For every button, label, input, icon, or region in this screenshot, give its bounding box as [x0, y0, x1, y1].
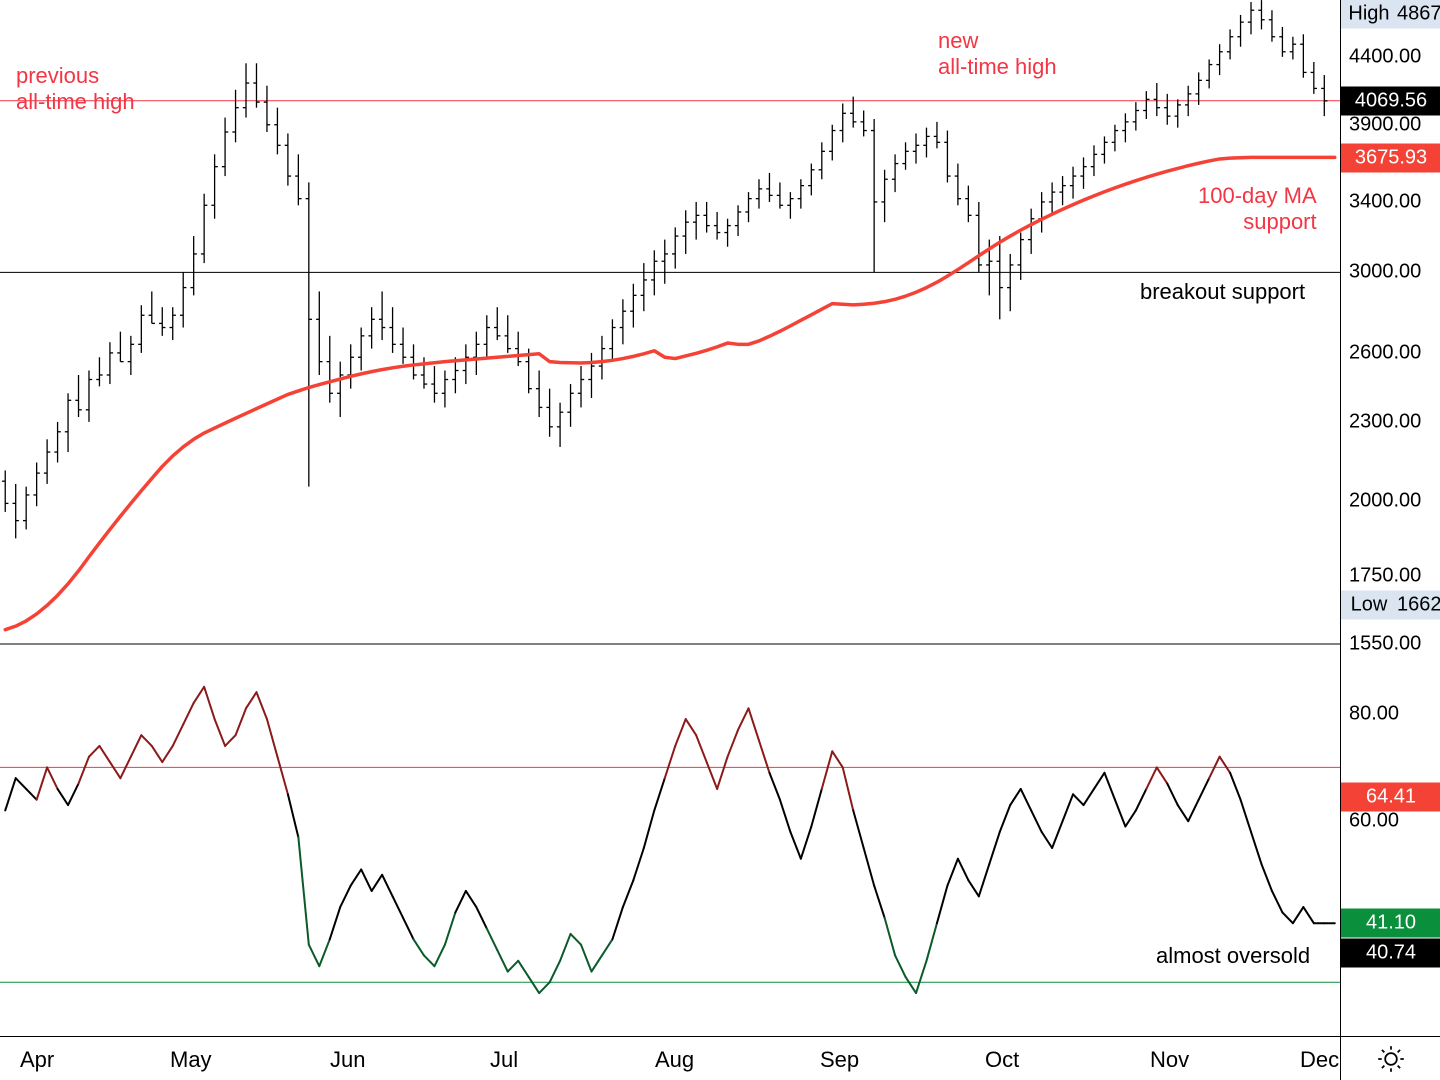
- rsi-below-tag: 40.74: [1341, 938, 1440, 967]
- y-tick: 2000.00: [1349, 489, 1421, 512]
- low-value: 1662.00: [1397, 590, 1440, 619]
- month-label: Aug: [655, 1047, 694, 1073]
- annotation: newall-time high: [938, 28, 1057, 80]
- annotation: almost oversold: [1156, 943, 1310, 969]
- high-value: 4867.81: [1397, 0, 1440, 29]
- y-tick: 3900.00: [1349, 113, 1421, 136]
- y-tick: 4400.00: [1349, 45, 1421, 68]
- month-label: Oct: [985, 1047, 1019, 1073]
- month-label: Dec: [1300, 1047, 1339, 1073]
- y-tick: 1550.00: [1349, 633, 1421, 656]
- rsi-upper-tag: 64.41: [1341, 783, 1440, 812]
- low-label: Low: [1341, 590, 1397, 619]
- y-tick: 2600.00: [1349, 341, 1421, 364]
- month-label: Nov: [1150, 1047, 1189, 1073]
- chart-svg: [0, 0, 1340, 1036]
- rsi-now-tag: 41.10: [1341, 908, 1440, 937]
- y-tick: 2300.00: [1349, 410, 1421, 433]
- settings-corner[interactable]: [1340, 1036, 1440, 1080]
- high-label: High: [1341, 0, 1397, 29]
- x-axis-months: Apr May Jun Jul Aug Sep Oct Nov Dec: [0, 1036, 1340, 1080]
- annotation: previousall-time high: [16, 63, 135, 115]
- ma-now-tag: 3675.93: [1341, 144, 1440, 173]
- y-tick: 3000.00: [1349, 261, 1421, 284]
- annotation: 100-day MAsupport: [1198, 183, 1317, 235]
- y-tick: 1750.00: [1349, 564, 1421, 587]
- month-label: Jun: [330, 1047, 365, 1073]
- month-label: May: [170, 1047, 212, 1073]
- y-tick: 60.00: [1349, 810, 1399, 833]
- month-label: Sep: [820, 1047, 859, 1073]
- gear-icon: [1377, 1045, 1405, 1073]
- y-tick: 80.00: [1349, 702, 1399, 725]
- month-label: Jul: [490, 1047, 518, 1073]
- y-axis: 1550.00 1750.00 2000.00 2300.00 2600.00 3000.…: [1340, 0, 1440, 1036]
- x-axis: Apr May Jun Jul Aug Sep Oct Nov Dec: [0, 1036, 1440, 1080]
- chart-plot-area[interactable]: previousall-time high newall-time high 100…: [0, 0, 1340, 1036]
- price-now-tag: 4069.56: [1341, 86, 1440, 115]
- month-label: Apr: [20, 1047, 54, 1073]
- annotation: breakout support: [1140, 279, 1305, 305]
- y-tick: 3400.00: [1349, 190, 1421, 213]
